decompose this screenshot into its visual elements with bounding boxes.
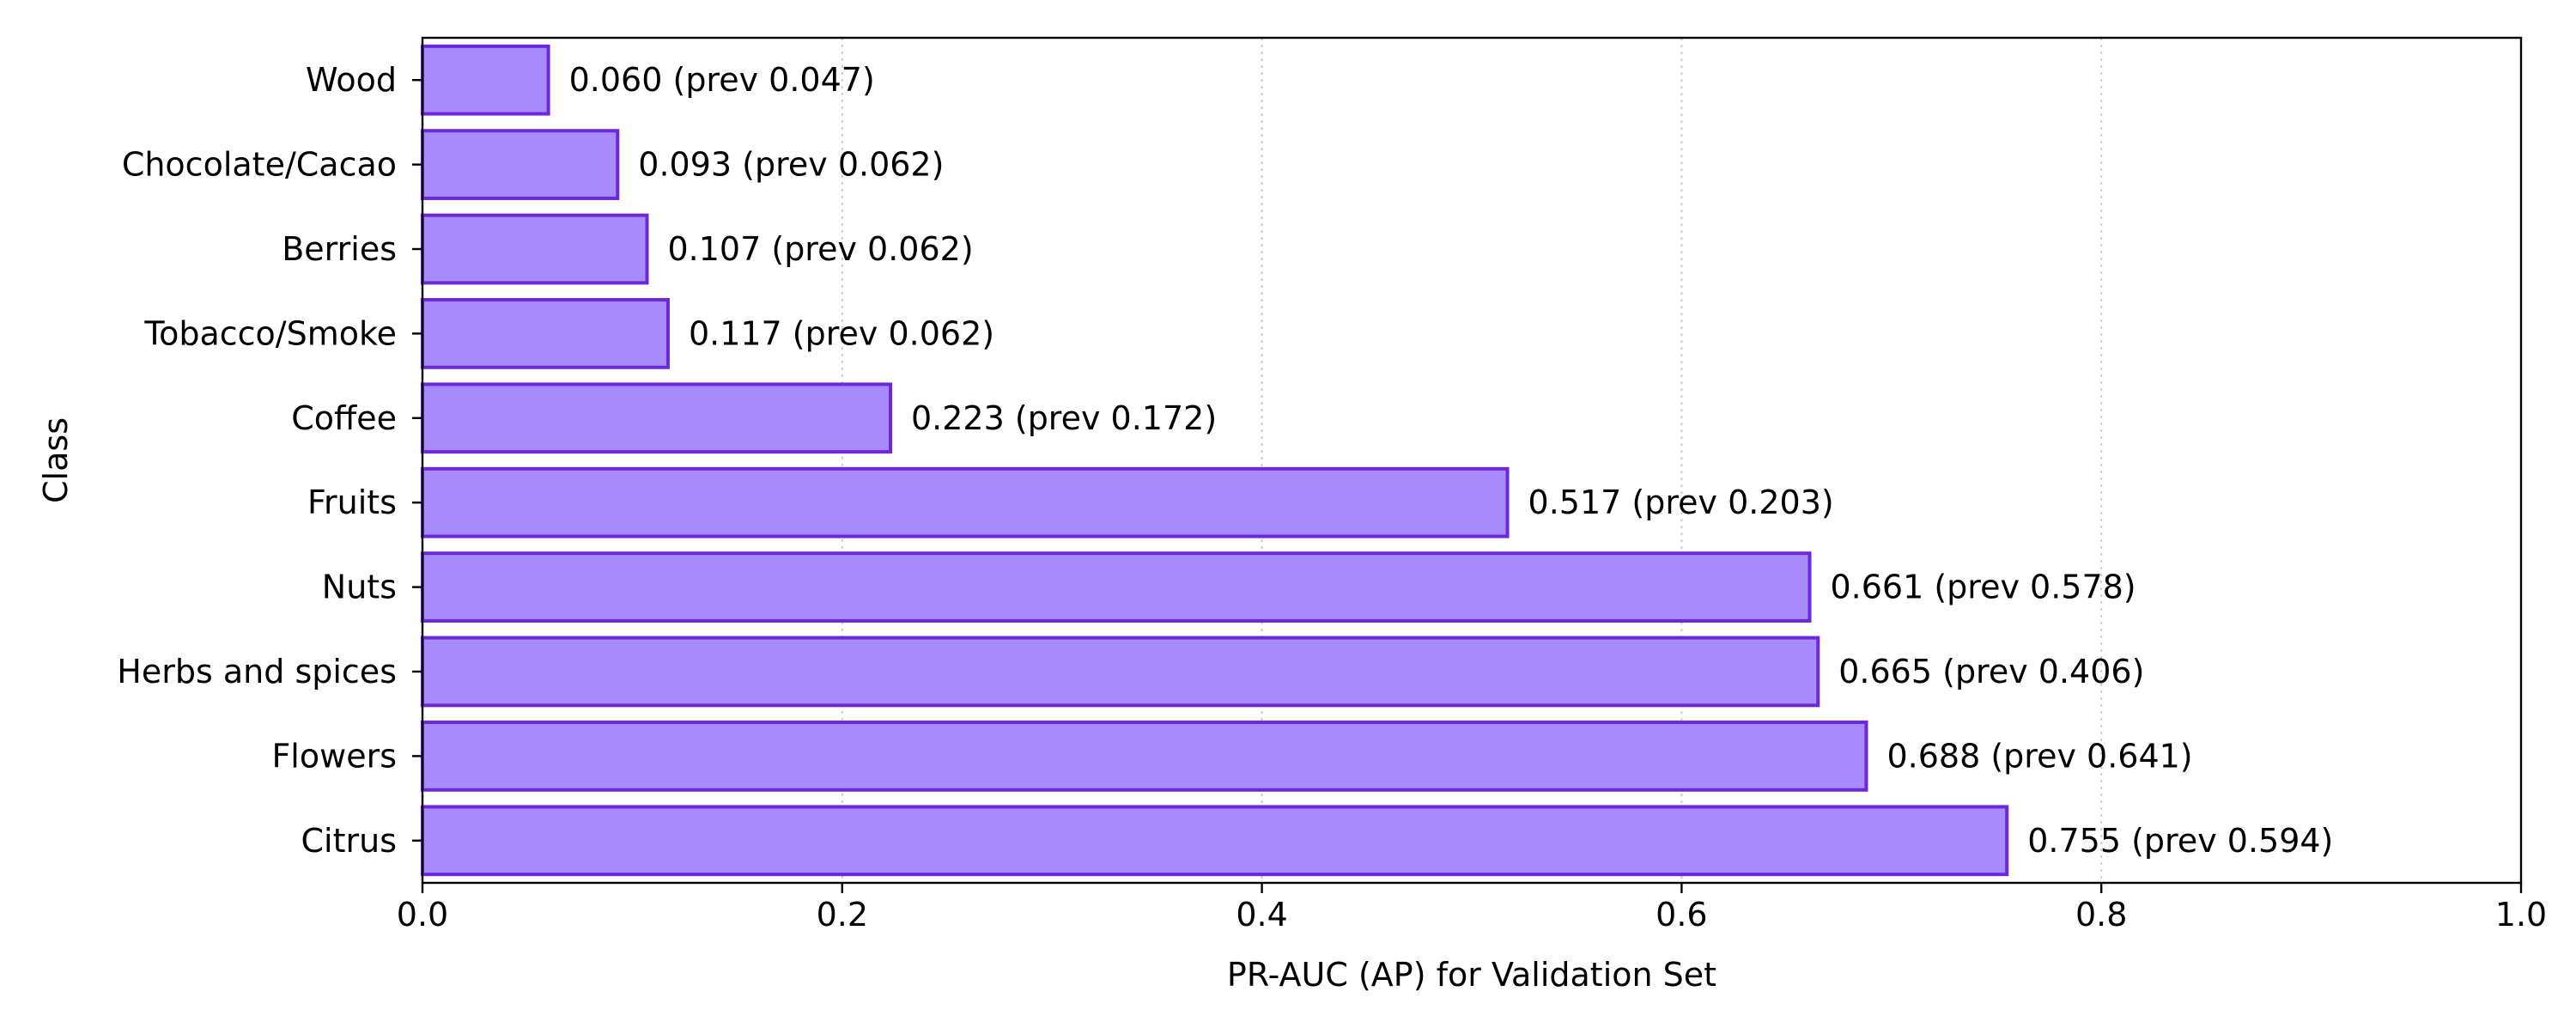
plot-frame xyxy=(421,36,2523,885)
data-label: 0.223 (prev 0.172) xyxy=(911,399,1217,437)
x-tick-label: 0.2 xyxy=(817,896,868,934)
x-tick-label: 0.0 xyxy=(397,896,448,934)
bar xyxy=(421,213,649,285)
y-tick-label: Berries xyxy=(282,230,397,268)
x-tick-label: 0.6 xyxy=(1656,896,1707,934)
y-tick-label: Coffee xyxy=(291,399,397,437)
y-axis: Wood Chocolate/Cacao Berries Tobacco/Smoke C… xyxy=(117,61,422,860)
bar xyxy=(421,129,620,200)
x-tick-label: 0.4 xyxy=(1236,896,1287,934)
data-label: 0.665 (prev 0.406) xyxy=(1838,653,2144,690)
y-tick-label: Citrus xyxy=(301,822,398,860)
bar xyxy=(421,44,550,116)
y-tick-label: Wood xyxy=(306,61,397,99)
data-label: 0.688 (prev 0.641) xyxy=(1886,737,2192,775)
x-axis: 0.0 0.2 0.4 0.6 0.8 1.0 xyxy=(397,883,2547,934)
data-label: 0.755 (prev 0.594) xyxy=(2027,822,2333,860)
y-tick-label: Fruits xyxy=(307,484,397,521)
y-tick-label: Tobacco/Smoke xyxy=(143,314,397,352)
data-label: 0.661 (prev 0.578) xyxy=(1830,569,2136,606)
x-tick-label: 0.8 xyxy=(2075,896,2127,934)
data-label: 0.517 (prev 0.203) xyxy=(1528,484,1834,521)
data-label: 0.093 (prev 0.062) xyxy=(638,146,944,184)
data-labels: 0.060 (prev 0.047) 0.093 (prev 0.062) 0.10… xyxy=(569,61,2334,860)
bar xyxy=(421,298,670,369)
y-axis-label: Class xyxy=(37,417,75,503)
bar xyxy=(421,805,2009,877)
bar xyxy=(421,551,1812,623)
y-tick-label: Herbs and spices xyxy=(117,653,397,690)
x-axis-label: PR-AUC (AP) for Validation Set xyxy=(1227,956,1716,994)
bars xyxy=(421,44,2009,877)
bar xyxy=(421,466,1510,538)
bar xyxy=(421,382,893,454)
data-label: 0.107 (prev 0.062) xyxy=(668,230,974,268)
data-label: 0.117 (prev 0.062) xyxy=(689,314,994,352)
y-tick-label: Nuts xyxy=(322,569,397,606)
data-label: 0.060 (prev 0.047) xyxy=(569,61,875,99)
y-tick-label: Chocolate/Cacao xyxy=(122,146,397,184)
bar xyxy=(421,636,1820,708)
x-tick-label: 1.0 xyxy=(2495,896,2547,934)
y-tick-label: Flowers xyxy=(271,737,397,775)
bar xyxy=(421,721,1868,792)
